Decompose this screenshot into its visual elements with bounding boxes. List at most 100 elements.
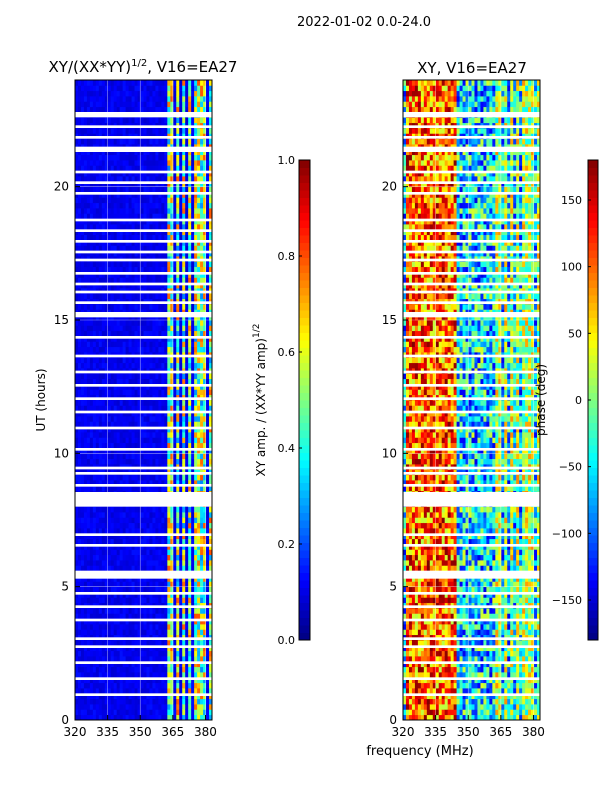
heatmap-cell	[98, 314, 103, 321]
heatmap-cell	[101, 138, 106, 145]
heatmap-cell	[167, 362, 171, 369]
heatmap-cell	[125, 154, 130, 161]
heatmap-cell	[179, 229, 183, 236]
heatmap-cell	[92, 432, 97, 438]
heatmap-cell	[197, 453, 201, 460]
heatmap-cell	[77, 421, 82, 428]
heatmap-cell	[92, 693, 97, 700]
heatmap-cell	[116, 240, 121, 246]
heatmap-cell	[182, 560, 186, 566]
heatmap-cell	[161, 597, 165, 604]
heatmap-cell	[98, 650, 103, 657]
heatmap-cell	[176, 240, 180, 246]
heatmap-cell	[179, 618, 183, 625]
heatmap-cell	[86, 330, 91, 337]
heatmap-cell	[113, 181, 118, 188]
heatmap-cell	[83, 533, 88, 540]
heatmap-cell	[176, 165, 180, 172]
heatmap-cell	[185, 448, 189, 454]
heatmap-cell	[179, 165, 183, 172]
heatmap-cell	[80, 138, 85, 145]
heatmap-cell	[86, 293, 91, 300]
heatmap-cell	[137, 277, 141, 284]
heatmap-cell	[119, 458, 124, 465]
heatmap-cell	[149, 640, 153, 646]
heatmap-cell	[92, 197, 97, 204]
heatmap-cell	[113, 432, 118, 438]
heatmap-cell	[80, 181, 85, 188]
heatmap-cell	[110, 346, 115, 353]
heatmap-cell	[146, 624, 150, 630]
heatmap-cell	[170, 682, 174, 689]
heatmap-cell	[134, 373, 138, 380]
heatmap-cell	[86, 170, 91, 177]
heatmap-cell	[152, 330, 156, 337]
heatmap-cell	[176, 421, 180, 428]
heatmap-cell	[137, 197, 141, 204]
heatmap-cell	[128, 437, 132, 444]
heatmap-cell	[119, 560, 124, 566]
heatmap-cell	[146, 485, 150, 492]
heatmap-cell	[101, 277, 106, 284]
heatmap-cell	[107, 304, 112, 310]
heatmap-cell	[119, 522, 124, 529]
heatmap-cell	[101, 405, 106, 412]
heatmap-cell	[134, 117, 138, 124]
heatmap-cell	[89, 645, 94, 652]
heatmap-cell	[92, 149, 97, 156]
heatmap-cell	[128, 426, 132, 433]
heatmap-cell	[185, 581, 189, 588]
heatmap-cell	[110, 442, 115, 449]
heatmap-cell	[185, 202, 189, 209]
heatmap-cell	[185, 410, 189, 417]
heatmap-cell	[125, 522, 130, 529]
heatmap-cell	[83, 224, 88, 230]
heatmap-cell	[113, 149, 118, 156]
heatmap-cell	[122, 186, 127, 193]
heatmap-cell	[170, 506, 174, 513]
heatmap-cell	[173, 613, 177, 620]
heatmap-cell	[173, 608, 177, 614]
heatmap-cell	[89, 149, 94, 156]
heatmap-cell	[77, 101, 82, 108]
heatmap-cell	[149, 96, 153, 102]
heatmap-cell	[173, 458, 177, 465]
heatmap-cell	[170, 304, 174, 310]
heatmap-cell	[140, 549, 144, 556]
heatmap-cell	[80, 373, 85, 380]
heatmap-cell	[86, 357, 91, 364]
heatmap-cell	[128, 128, 132, 134]
heatmap-cell	[158, 234, 162, 241]
heatmap-cell	[158, 650, 162, 657]
heatmap-cell	[101, 597, 106, 604]
heatmap-cell	[125, 410, 130, 417]
heatmap-cell	[176, 453, 180, 460]
heatmap-cell	[137, 378, 141, 385]
heatmap-cell	[107, 421, 112, 428]
heatmap-cell	[176, 714, 180, 721]
heatmap-cell	[116, 224, 121, 230]
heatmap-cell	[152, 421, 156, 428]
heatmap-cell	[98, 560, 103, 566]
heatmap-cell	[146, 346, 150, 353]
heatmap-cell	[128, 90, 132, 97]
heatmap-cell	[155, 400, 159, 406]
heatmap-cell	[98, 576, 103, 582]
heatmap-cell	[167, 186, 171, 193]
heatmap-cell	[164, 208, 168, 214]
heatmap-cell	[86, 250, 91, 257]
heatmap-cell	[125, 357, 130, 364]
heatmap-cell	[125, 314, 130, 321]
heatmap-cell	[75, 549, 79, 556]
heatmap-cell	[179, 314, 183, 321]
heatmap-cell	[80, 485, 85, 492]
heatmap-cell	[122, 240, 127, 246]
heatmap-cell	[191, 282, 195, 289]
heatmap-cell	[155, 128, 159, 134]
heatmap-cell	[92, 437, 97, 444]
heatmap-cell	[191, 554, 195, 561]
heatmap-cell	[77, 277, 82, 284]
heatmap-cell	[119, 346, 124, 353]
heatmap-cell	[107, 426, 112, 433]
heatmap-cell	[98, 592, 103, 598]
